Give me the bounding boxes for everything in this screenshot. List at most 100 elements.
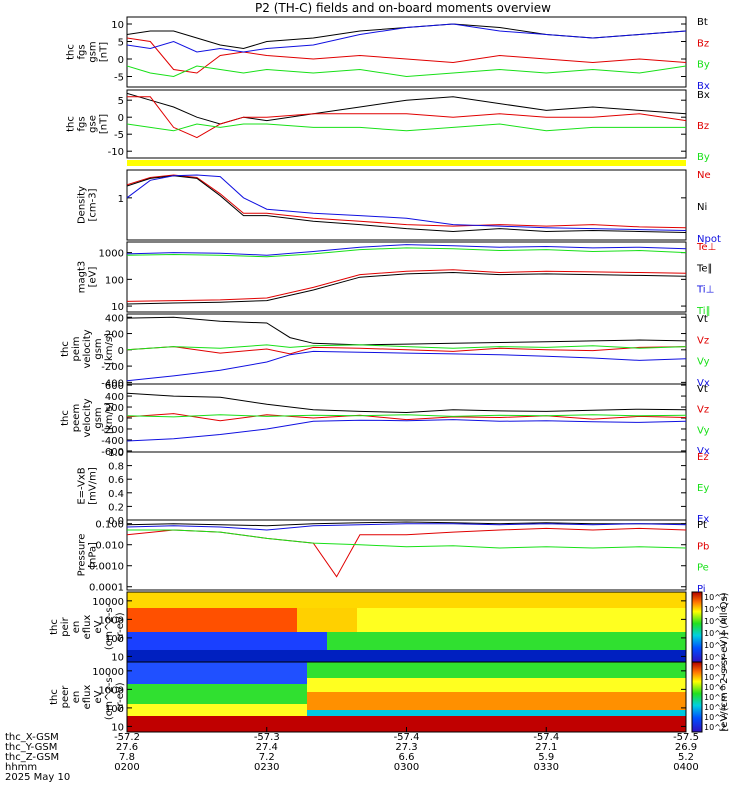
colorbar-tick: 10^5 [704,617,726,626]
ylabel: thcfgsgse[nT] [66,114,110,134]
ytick-label: 0.0010 [89,562,124,573]
ytick-label: 0.4 [108,489,124,500]
legend-Ex: Ex [697,514,709,525]
yellow-status-bar [127,160,686,166]
panel-efield: 1.0 0.8 0.6 0.4 0.2 0.0 E=-VxB[mV/m] Ez Ey Ex [77,448,710,527]
ylabel-line: gsm [93,338,104,359]
series-Vy-line [126,414,687,418]
ylabel: Density[cm-3] [77,186,99,224]
colorbar-tick: 10^6 [704,683,726,692]
legend-Vt: Vt [697,314,708,325]
ylabel-line: sr-eV) [115,682,126,711]
panel-fgs_gsm: 10 5 0 -5 thcfgsgsm[nT] Bt Bz By Bx [66,17,710,92]
series-Pi-line [126,523,687,531]
colorbar-tick: 10^2 [704,653,726,662]
legend-Vz: Vz [697,335,709,346]
ytick-label: 0.6 [108,475,124,486]
ytick-label: 10000 [92,667,124,678]
colorbar-tick: 10^7 [704,593,726,602]
xaxis-row-label: hhmm [5,762,37,773]
legend-By: By [697,60,710,71]
ytick-label: 0 [118,346,124,357]
ytick-label: 1.0 [108,448,124,459]
xtick-label: 27.3 [395,742,417,753]
ytick-label: 0.100 [95,520,124,531]
ylabel-line: [cm-3] [88,188,99,221]
colorbar-tick: 10^8 [704,663,726,672]
legend-Ti∥: Ti∥ [696,306,711,317]
series-Bx-line [126,92,687,125]
ytick-label: 200 [105,330,124,341]
series-Pb-line [126,527,687,578]
ytick-label: 0.0001 [89,583,124,594]
xtick-label: 0400 [673,762,698,773]
xtick-label: 7.8 [119,752,135,763]
ytick-label: -400 [101,436,124,447]
ylabel-line: (cm^2-s- [104,673,115,720]
series-Vx-line [126,419,687,442]
legend-Ne: Ne [697,170,711,181]
colorbar-tick: 10^7 [704,673,726,682]
panel-frame-peim-velocity [126,313,687,385]
colorbar-tick: 10^2 [704,723,726,732]
ylabel-line: gsm [88,41,99,62]
ytick-label: -200 [101,425,124,436]
ylabel-line: thc [49,619,60,635]
legend-Te⊥: Te⊥ [696,242,716,253]
ylabel-line: peem [71,404,82,432]
xaxis-row-label: thc_Y-GSM [5,742,57,753]
legend-Vt: Vt [697,384,708,395]
ylabel-line: sr-eV) [115,612,126,641]
ylabel-line: velocity [82,398,93,437]
ylabel-line: thc [60,341,71,357]
series-Te⊥-line [126,269,687,302]
peer-spectrogram [126,661,687,733]
ylabel-line: Pressure [77,534,88,577]
panel-pressure: 0.1000.0100.00100.0001Pressure[nPa]PtPbP… [77,520,710,595]
legend-Ey: Ey [697,483,709,494]
series-Vz-line [126,346,687,355]
legend-Bz: Bz [697,121,709,132]
legend-Bx: Bx [697,81,710,92]
series-Ne-line [126,174,687,229]
xtick-label: 6.6 [399,752,415,763]
ylabel-line: fgs [77,116,88,131]
legend-Vy: Vy [697,357,710,368]
series-Bx-line [126,23,687,53]
colorbar-tick: 10^4 [704,703,726,712]
series-Vt-line [126,392,687,414]
ytick-label: -400 [101,378,124,389]
series-Pe-line [127,529,687,549]
series-Vz-line [126,413,687,422]
ylabel: thcpeerenefluxeV(cm^2-s-sr-eV) [49,673,126,720]
colorbar: 10^710^610^510^410^310^210^810^710^610^5… [691,591,730,733]
legend-Ni: Ni [697,202,707,213]
xtick-label: -57.2 [114,732,140,743]
ylabel: magt3[eV] [77,261,99,294]
series-Vt-line [126,316,687,346]
ylabel-line: [nT] [99,114,110,134]
colorbar-tick: 10^6 [704,605,726,614]
ytick-label: 0.2 [108,502,124,513]
legend-By: By [697,152,710,163]
figure-title: P2 (TH-C) fields and on-board moments ov… [255,1,551,15]
ylabel-line: eflux [82,615,93,640]
ylabel-line: eV [93,620,104,633]
xtick-label: -57.5 [673,732,699,743]
legend-Bt: Bt [697,17,708,28]
legend-Pi: Pi [697,584,706,595]
panel-frame-pressure [126,519,687,591]
ylabel-line: peim [71,336,82,361]
panel-peir_spectrogram: 10000 1000 100 10 thcpeirenefluxeV(cm^2-s-sr… [49,597,686,663]
ylabel-line: [nPa] [88,542,99,568]
ylabel: thcpeirenefluxeV(cm^2-s-sr-eV) [49,603,126,650]
ytick-label: -200 [101,362,124,373]
ylabel-line: thc [66,44,77,60]
xtick-label: -57.4 [394,732,420,743]
ylabel-line: peer [60,685,71,709]
ylabel-line: [km/s] [104,333,115,365]
ytick-label: 1000 [99,615,124,626]
series-Vy-line [126,344,687,351]
colorbar-label: [eV/(cm^2-s-sr-eV)] (All Qs) [719,592,730,731]
